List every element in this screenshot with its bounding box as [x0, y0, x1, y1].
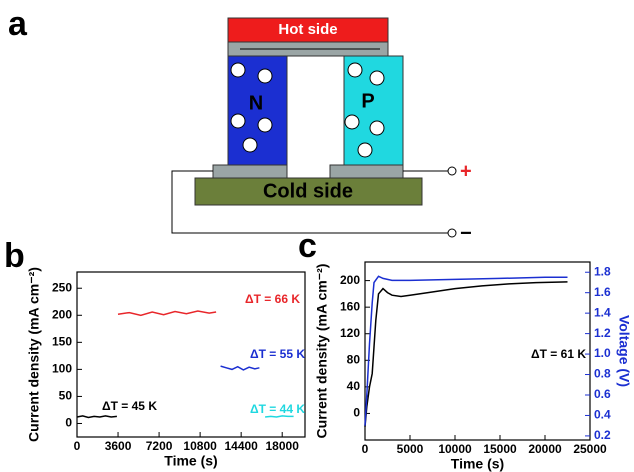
series-label: ΔT = 44 K: [250, 402, 305, 416]
x-tick-label: 25000: [573, 442, 607, 456]
x-tick-label: 20000: [528, 442, 562, 456]
y2-tick-label: 0.6: [594, 387, 611, 401]
terminal: [447, 228, 457, 238]
y-tick-label: 200: [52, 307, 72, 321]
cold-plate: [194, 177, 423, 206]
y2-tick-label: 1.8: [594, 264, 611, 278]
y2-tick-label: 1.0: [594, 346, 611, 360]
y-tick-label: 50: [59, 389, 73, 403]
p-label: P: [361, 90, 374, 112]
y-tick-label: 250: [52, 280, 72, 294]
x-tick-label: 5000: [397, 442, 424, 456]
x-tick-label: 0: [362, 442, 369, 456]
wire: [171, 170, 448, 234]
y-tick-label: 160: [340, 299, 360, 313]
y-tick-label: 100: [52, 362, 72, 376]
carriers: [230, 62, 385, 158]
y-axis-label: Current density (mA cm⁻²): [26, 267, 42, 442]
panel-label: c: [298, 227, 317, 265]
cold-conductor: [212, 164, 288, 179]
x-axis-label: Time (s): [164, 453, 217, 469]
series-line: [220, 365, 260, 371]
plus-label: +: [460, 160, 472, 182]
series-line: [364, 275, 568, 426]
y2-tick-label: 1.4: [594, 305, 611, 319]
series-label: ΔT = 45 K: [102, 399, 157, 413]
x-tick-label: 18000: [266, 439, 300, 453]
x-tick-label: 15000: [483, 442, 517, 456]
hot-label: Hot side: [278, 21, 337, 38]
y-tick-label: 200: [340, 273, 360, 287]
y-tick-label: 0: [353, 406, 360, 420]
y2-tick-label: 0.4: [594, 408, 611, 422]
x-tick-label: 3600: [105, 439, 132, 453]
x-tick-label: 0: [74, 439, 81, 453]
y-tick-label: 0: [65, 416, 72, 430]
y-tick-label: 120: [340, 326, 360, 340]
plot-frame: [364, 261, 591, 441]
series-label: ΔT = 66 K: [245, 292, 300, 306]
series-line: [265, 415, 294, 418]
plot-frame: [76, 271, 306, 438]
x-axis-label: Time (s): [451, 456, 504, 472]
terminal: [447, 166, 457, 176]
panel-label: b: [4, 237, 25, 275]
series-line: [117, 310, 217, 317]
y2-axis-label: Voltage (V): [616, 315, 632, 387]
y-tick-label: 80: [347, 352, 361, 366]
series-line: [76, 415, 117, 419]
x-tick-label: 7200: [146, 439, 173, 453]
cold-label: Cold side: [263, 180, 353, 202]
annotation: ΔT = 61 K: [531, 347, 586, 361]
x-tick-label: 10000: [438, 442, 472, 456]
y-tick-label: 150: [52, 334, 72, 348]
y-tick-label: 40: [347, 379, 361, 393]
y2-tick-label: 1.2: [594, 326, 611, 340]
y2-tick-label: 1.6: [594, 285, 611, 299]
y2-tick-label: 0.2: [594, 428, 611, 442]
y-axis-label: Current density (mA cm⁻²): [314, 264, 330, 439]
cold-conductor: [329, 164, 404, 179]
series-label: ΔT = 55 K: [250, 347, 305, 361]
hot-plate: [227, 17, 389, 43]
n-label: N: [249, 92, 263, 114]
panel-label: a: [8, 5, 28, 43]
minus-label: −: [460, 222, 472, 244]
x-tick-label: 14400: [224, 439, 258, 453]
schematic: a Hot side N P Cold side + −: [8, 5, 472, 244]
series-line: [364, 281, 568, 427]
x-tick-label: 10800: [183, 439, 217, 453]
y2-tick-label: 0.8: [594, 367, 611, 381]
